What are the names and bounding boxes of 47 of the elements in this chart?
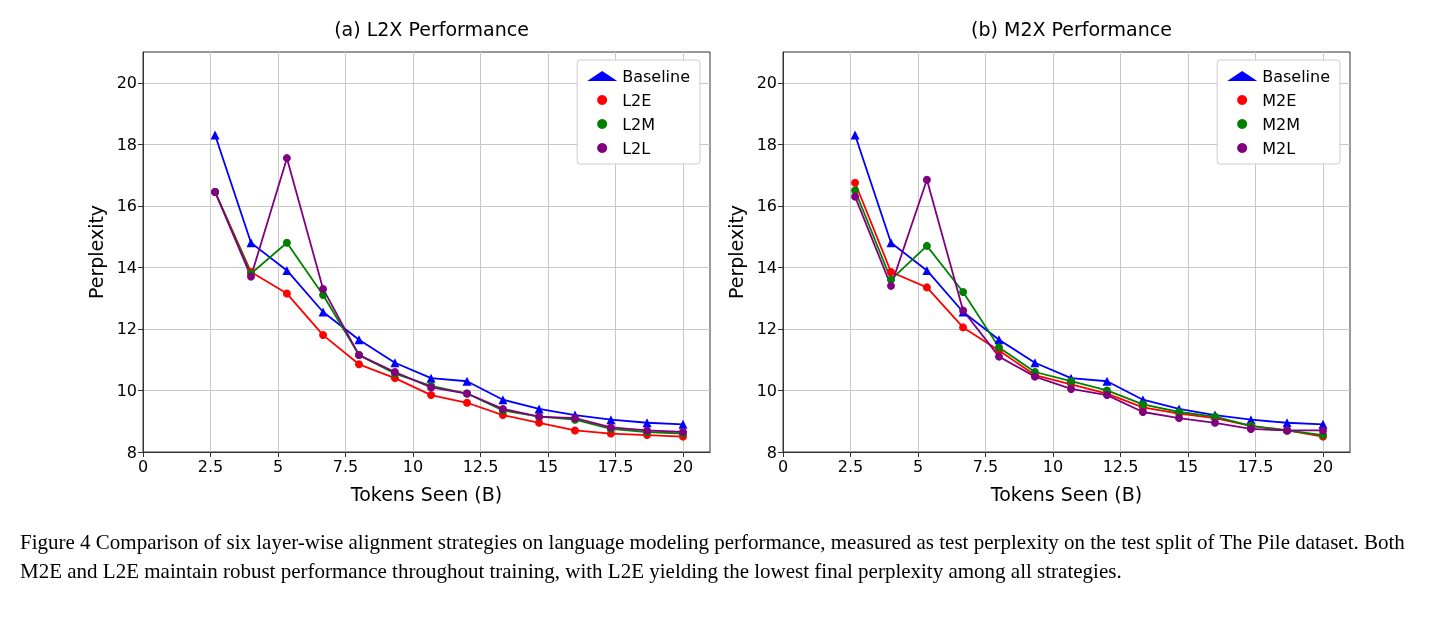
y-tick-label: 20 — [116, 73, 137, 93]
y-tick-label: 8 — [126, 442, 137, 462]
y-tick-label: 12 — [756, 319, 777, 339]
y-tick-label: 16 — [116, 196, 137, 216]
y-tick-label: 18 — [756, 134, 777, 154]
x-tick-label: 7.5 — [332, 456, 359, 476]
x-tick-label: 17.5 — [1237, 456, 1274, 476]
y-tick-label: 12 — [116, 319, 137, 339]
x-axis-title: Tokens Seen (B) — [989, 482, 1143, 505]
legend-label: L2L — [622, 138, 651, 158]
y-tick-label: 14 — [756, 257, 777, 277]
x-tick-label: 10 — [402, 456, 424, 476]
x-tick-label: 12.5 — [462, 456, 499, 476]
x-tick-label: 2.5 — [837, 456, 864, 476]
x-tick-label: 20 — [672, 456, 694, 476]
x-tick-label: 0 — [137, 456, 149, 476]
x-tick-label: 15 — [1177, 456, 1199, 476]
x-tick-label: 2.5 — [197, 456, 224, 476]
x-tick-label: 7.5 — [972, 456, 999, 476]
x-tick-label: 17.5 — [597, 456, 634, 476]
x-tick-label: 5 — [912, 456, 924, 476]
legend-label: Baseline — [1262, 66, 1331, 86]
y-tick-label: 18 — [116, 134, 137, 154]
x-tick-label: 0 — [777, 456, 789, 476]
y-tick-label: 10 — [756, 380, 777, 400]
chart-title: (b) M2X Performance — [971, 17, 1172, 40]
x-tick-label: 20 — [1312, 456, 1334, 476]
y-axis-title: Perplexity — [725, 204, 748, 300]
x-tick-label: 15 — [537, 456, 559, 476]
y-tick-label: 8 — [766, 442, 777, 462]
x-axis-title: Tokens Seen (B) — [349, 482, 503, 505]
chart-title: (a) L2X Performance — [334, 17, 529, 40]
legend-label: L2E — [622, 90, 652, 110]
legend-label: L2M — [622, 114, 656, 134]
legend-label: Baseline — [622, 66, 691, 86]
x-tick-label: 10 — [1042, 456, 1064, 476]
y-tick-label: 14 — [116, 257, 137, 277]
y-axis-title: Perplexity — [85, 204, 108, 300]
x-tick-label: 5 — [272, 456, 284, 476]
legend-label: M2L — [1262, 138, 1296, 158]
x-tick-label: 12.5 — [1102, 456, 1139, 476]
legend-label: M2E — [1262, 90, 1297, 110]
y-tick-label: 10 — [116, 380, 137, 400]
y-tick-label: 20 — [756, 73, 777, 93]
legend-label: M2M — [1262, 114, 1300, 134]
caption: Figure 4 Comparison of six layer-wise alignment strategies on language modeling performance, measured as test perplexity on the test split of The Pile dataset. Both M2E and L2E maintain robust performance throughout training, with L2E yielding the lowest final perplexity among all strategies. — [20, 529, 1406, 585]
y-tick-label: 16 — [756, 196, 777, 216]
